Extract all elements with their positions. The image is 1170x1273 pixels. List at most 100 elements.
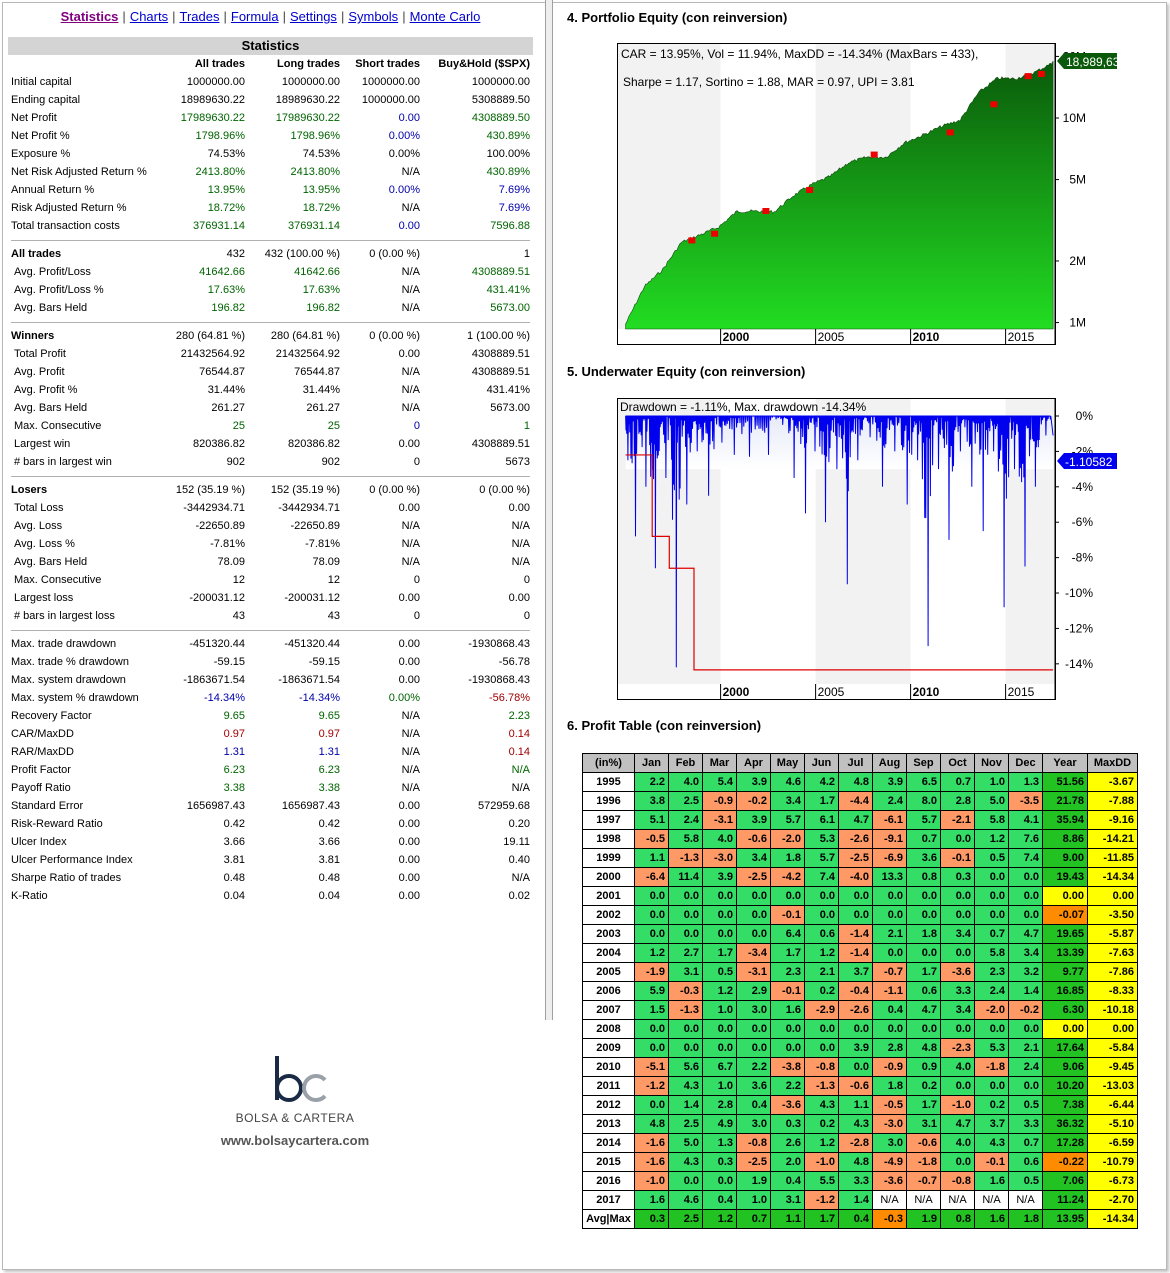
profit-table-year-total: 7.38 xyxy=(1042,1095,1088,1115)
underwater-last-value-tag xyxy=(1057,452,1117,469)
profit-table-year-total: 17.28 xyxy=(1042,1133,1088,1153)
profit-table-month-value: 0.4 xyxy=(702,1190,737,1210)
nav-separator: | xyxy=(172,9,176,24)
nav-link-statistics[interactable]: Statistics xyxy=(60,9,119,24)
profit-table-month-value: 5.8 xyxy=(974,810,1009,830)
profit-table-month-value: 4.9 xyxy=(702,1114,737,1134)
profit-table-month-value: -2.5 xyxy=(736,867,771,887)
stats-value: 17989630.22 xyxy=(180,112,245,124)
profit-table-month-value: 0.3 xyxy=(634,1209,669,1229)
stats-value: 6.23 xyxy=(318,764,340,776)
profit-table-year-total: 6.30 xyxy=(1042,1000,1088,1020)
stats-value: 2413.80% xyxy=(195,166,245,178)
profit-table-month-value: 2.5 xyxy=(668,1209,703,1229)
profit-table-month-value: -3.6 xyxy=(940,962,975,982)
profit-table-year: 2007 xyxy=(582,1000,635,1020)
stats-value: 280 (64.81 %) xyxy=(175,330,245,342)
profit-table-month-value: 2.3 xyxy=(770,962,805,982)
stats-value: 0.00% xyxy=(388,130,420,142)
profit-table-month-value: -0.6 xyxy=(838,1076,873,1096)
profit-table-month-value: 0.2 xyxy=(804,981,839,1001)
nav-link-symbols[interactable]: Symbols xyxy=(348,9,399,24)
profit-table-month-value: 0.0 xyxy=(940,1076,975,1096)
stats-value: 4308889.51 xyxy=(471,438,530,450)
profit-table-month-value: 1.3 xyxy=(702,1133,737,1153)
stats-value: -56.78% xyxy=(489,692,530,704)
profit-table-year: 2012 xyxy=(582,1095,635,1115)
profit-table-month-value: 1.7 xyxy=(906,962,941,982)
nav-link-settings[interactable]: Settings xyxy=(289,9,337,24)
stats-row-label: Avg. Loss % xyxy=(14,538,75,550)
profit-table-month-value: 2.5 xyxy=(668,1114,703,1134)
profit-table-maxdd: -3.50 xyxy=(1087,905,1138,925)
nav-link-trades[interactable]: Trades xyxy=(179,9,220,24)
profit-table-month-value: 0.0 xyxy=(1008,886,1043,906)
stats-value: 0 (0.00 %) xyxy=(369,248,420,260)
stats-value: 1798.96% xyxy=(290,130,340,142)
stats-value: -22650.89 xyxy=(290,520,340,532)
profit-table-month-value: 2.6 xyxy=(770,1133,805,1153)
profit-table-month-value: -1.4 xyxy=(838,924,873,944)
stats-row: Avg. Bars Held 78.09 78.09 N/A N/A xyxy=(8,553,533,571)
nav-link-charts[interactable]: Charts xyxy=(129,9,169,24)
profit-table-month-value: 2.8 xyxy=(872,1038,907,1058)
profit-table-month-value: 3.4 xyxy=(770,791,805,811)
profit-table-month-value: -3.6 xyxy=(770,1095,805,1115)
profit-table-month-value: 0.4 xyxy=(770,1171,805,1191)
profit-table-month-value: 3.9 xyxy=(838,1038,873,1058)
profit-table-month-value: -2.0 xyxy=(770,829,805,849)
stats-value: -200031.12 xyxy=(189,592,245,604)
stats-row: Standard Error 1656987.43 1656987.43 0.00 57… xyxy=(8,797,533,815)
profit-table-year: 1998 xyxy=(582,829,635,849)
profit-table-month-value: 2.4 xyxy=(974,981,1009,1001)
profit-table-month-value: 4.7 xyxy=(940,1114,975,1134)
profit-table-year: 1997 xyxy=(582,810,635,830)
profit-table-month-value: 2.2 xyxy=(770,1076,805,1096)
profit-table-month-value: 1.0 xyxy=(702,1000,737,1020)
profit-table-month-value: 0.0 xyxy=(634,1038,669,1058)
profit-table-month-value: 1.2 xyxy=(634,943,669,963)
profit-table-month-value: 0.0 xyxy=(736,924,771,944)
equity-drawdown-mark xyxy=(806,186,814,193)
stats-row-label: Ulcer Performance Index xyxy=(11,854,133,866)
stats-row: Avg. Profit/Loss 41642.66 41642.66 N/A 43088… xyxy=(8,263,533,281)
nav-link-formula[interactable]: Formula xyxy=(230,9,279,24)
profit-table-maxdd: -5.87 xyxy=(1087,924,1138,944)
profit-table-month-value: 0.0 xyxy=(974,886,1009,906)
stats-value: N/A xyxy=(401,366,420,378)
profit-table-month-value: -0.4 xyxy=(838,981,873,1001)
stats-value: N/A xyxy=(511,520,530,532)
panel-splitter[interactable] xyxy=(545,0,553,1020)
equity-drawdown-mark xyxy=(990,101,998,108)
equity-info-line-1: CAR = 13.95%, Vol = 11.94%, MaxDD = -14.… xyxy=(621,47,978,61)
profit-table-month-value: -0.1 xyxy=(940,848,975,868)
stats-row: Max. Consecutive 25 25 0 1 xyxy=(8,417,533,435)
stats-row: Total transaction costs 376931.14 376931.1… xyxy=(8,217,533,235)
stats-row: Net Profit % 1798.96% 1798.96% 0.00% 430.89% xyxy=(8,127,533,145)
equity-x-tick-label: 2005 xyxy=(818,330,845,344)
profit-table-month-value: 3.3 xyxy=(838,1171,873,1191)
profit-table-month-value: 1.6 xyxy=(634,1190,669,1210)
profit-table-month-value: 1.4 xyxy=(1008,981,1043,1001)
stats-value: 820386.82 xyxy=(288,438,340,450)
stats-value: 261.27 xyxy=(211,402,245,414)
nav-separator: | xyxy=(402,9,406,24)
stats-value: 9.65 xyxy=(318,710,340,722)
profit-table-year-total: 13.39 xyxy=(1042,943,1088,963)
stats-header-label xyxy=(8,55,168,73)
profit-table-month-value: 6.4 xyxy=(770,924,805,944)
stats-value: 0.00 xyxy=(398,890,420,902)
profit-table-month-value: 5.0 xyxy=(974,791,1009,811)
stats-value: 0.20 xyxy=(508,818,530,830)
profit-table-month-value: -1.8 xyxy=(906,1152,941,1172)
nav-link-monte-carlo[interactable]: Monte Carlo xyxy=(409,9,481,24)
profit-table-month-value: 1.4 xyxy=(668,1095,703,1115)
profit-table-month-value: 7.6 xyxy=(1008,829,1043,849)
profit-table-month-value: 0.8 xyxy=(906,867,941,887)
profit-table-month-value: -6.4 xyxy=(634,867,669,887)
profit-table-year: 2013 xyxy=(582,1114,635,1134)
profit-table-maxdd: -11.85 xyxy=(1087,848,1138,868)
stats-row-label: Total Loss xyxy=(14,502,64,514)
underwater-chart-title: 5. Underwater Equity (con reinversion) xyxy=(567,364,806,379)
profit-table-month-value: 5.8 xyxy=(974,943,1009,963)
